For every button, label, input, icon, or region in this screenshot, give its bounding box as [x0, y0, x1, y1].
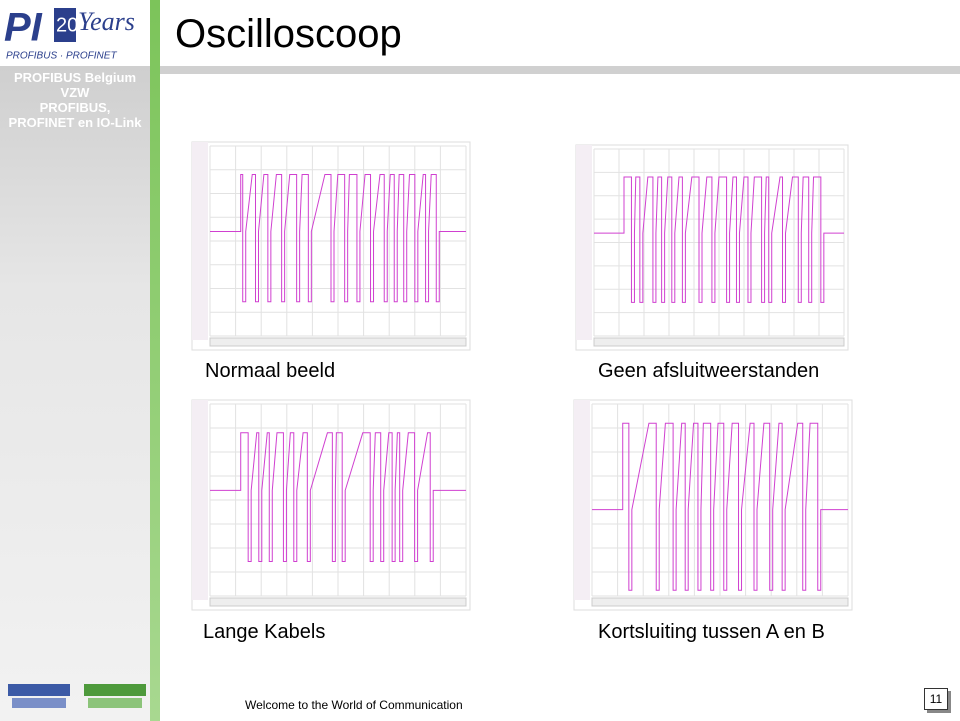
logo-box [54, 8, 76, 42]
scope-axis [192, 142, 208, 340]
waveform [592, 422, 848, 591]
logo-years-text: Years [78, 7, 135, 36]
waveform [210, 432, 466, 562]
logo: PI 20 Years PROFIBUS · PROFINET [0, 0, 150, 66]
footer-text: Welcome to the World of Communication [245, 698, 463, 712]
footer-logos [8, 684, 146, 708]
scope-axis [574, 400, 590, 600]
logo-tagline: PROFIBUS · PROFINET [6, 51, 117, 62]
page-number: 11 [924, 688, 948, 710]
scope-frame [573, 399, 853, 611]
scope-timebar [591, 597, 849, 607]
scope-frame [191, 399, 471, 611]
logo-years-number: 20 [56, 14, 78, 36]
profinet-logo [84, 684, 146, 696]
sidebar-line: PROFINET en IO-Link [8, 115, 142, 130]
logo-main: PI [4, 6, 43, 50]
scope-timebar [209, 337, 467, 347]
caption: Lange Kabels [203, 621, 326, 643]
caption: Kortsluiting tussen A en B [598, 621, 825, 643]
waveform [210, 174, 466, 303]
header-bar [160, 66, 960, 74]
profibus-logo [8, 684, 70, 696]
scope-axis [576, 145, 592, 340]
sidebar-line: VZW [60, 85, 90, 100]
oscilloscope-images [191, 141, 853, 611]
scope-timebar [593, 337, 845, 347]
sidebar-text: PROFIBUS Belgium VZW PROFIBUS, PROFINET en … [0, 70, 150, 130]
caption: Normaal beeld [205, 360, 336, 382]
caption: Geen afsluitweerstanden [598, 360, 820, 382]
green-bar [150, 0, 160, 721]
logo-graphic: PI 20 Years PROFIBUS · PROFINET [4, 6, 135, 62]
scope-axis [192, 400, 208, 600]
slide-title: Oscilloscoop [175, 12, 402, 56]
waveform [594, 176, 844, 303]
profibus-logo [12, 698, 66, 708]
profinet-logo [88, 698, 142, 708]
scope-timebar [209, 597, 467, 607]
sidebar [0, 0, 150, 721]
sidebar-line: PROFIBUS, [39, 100, 111, 115]
sidebar-line: PROFIBUS Belgium [13, 70, 137, 85]
